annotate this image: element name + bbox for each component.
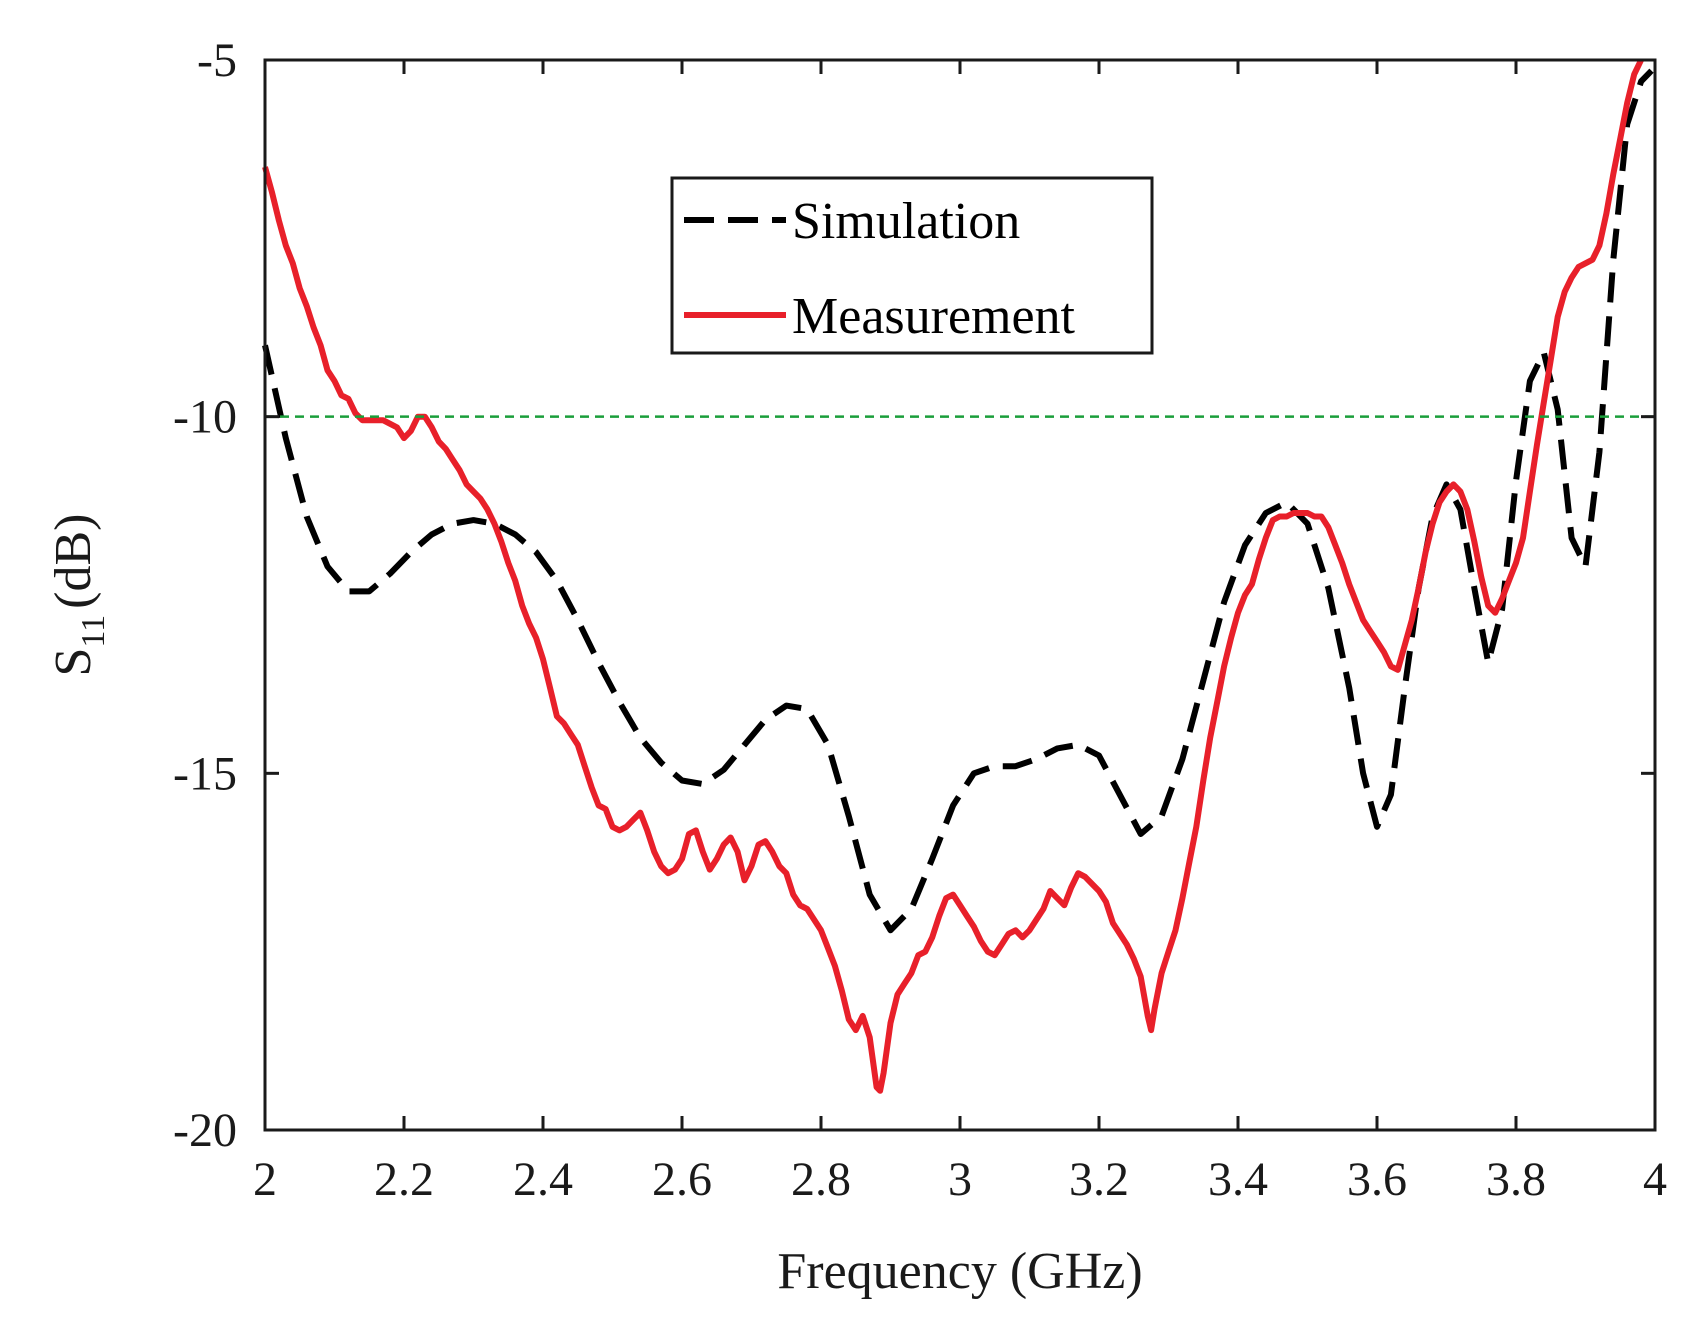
x-tick-label: 4	[1643, 1153, 1667, 1206]
y-axis-title-unit: (dB)	[45, 514, 102, 609]
y-axis-title: S11 (dB)	[45, 514, 112, 677]
x-tick-label: 3	[948, 1153, 972, 1206]
series-line-simulation	[262, 68, 1654, 934]
legend-label-measurement: Measurement	[792, 288, 1076, 345]
series-layer	[262, 58, 1654, 1094]
x-tick-label: 2.8	[791, 1153, 851, 1206]
x-axis-title: Frequency (GHz)	[777, 1243, 1142, 1300]
x-tick-label: 2.4	[513, 1153, 573, 1206]
y-tick-label: -15	[173, 747, 237, 800]
x-tick-label: 3.2	[1069, 1153, 1129, 1206]
y-axis-title-main: S	[45, 648, 102, 677]
y-tick-label: -20	[173, 1104, 237, 1157]
ticks-layer: 2 2.2 2.4 2.6 2.8 3 3.2 3.4 3.6 3.8 4 -5 -10 -15 -20	[173, 34, 1667, 1206]
x-tick-label: 3.4	[1208, 1153, 1268, 1206]
x-tick-label: 2.6	[652, 1153, 712, 1206]
legend-box	[670, 176, 1154, 355]
x-tick-label: 3.6	[1347, 1153, 1407, 1206]
legend-label-simulation: Simulation	[792, 193, 1020, 250]
x-tick-label: 2	[253, 1153, 277, 1206]
x-tick-label: 2.2	[374, 1153, 434, 1206]
series-line-measurement	[262, 58, 1644, 1094]
y-tick-label: -5	[197, 34, 237, 87]
y-axis-title-subscript: 11	[75, 615, 112, 648]
x-tick-label: 3.8	[1486, 1153, 1546, 1206]
legend: Simulation Measurement	[670, 176, 1154, 355]
y-tick-label: -10	[173, 391, 237, 444]
